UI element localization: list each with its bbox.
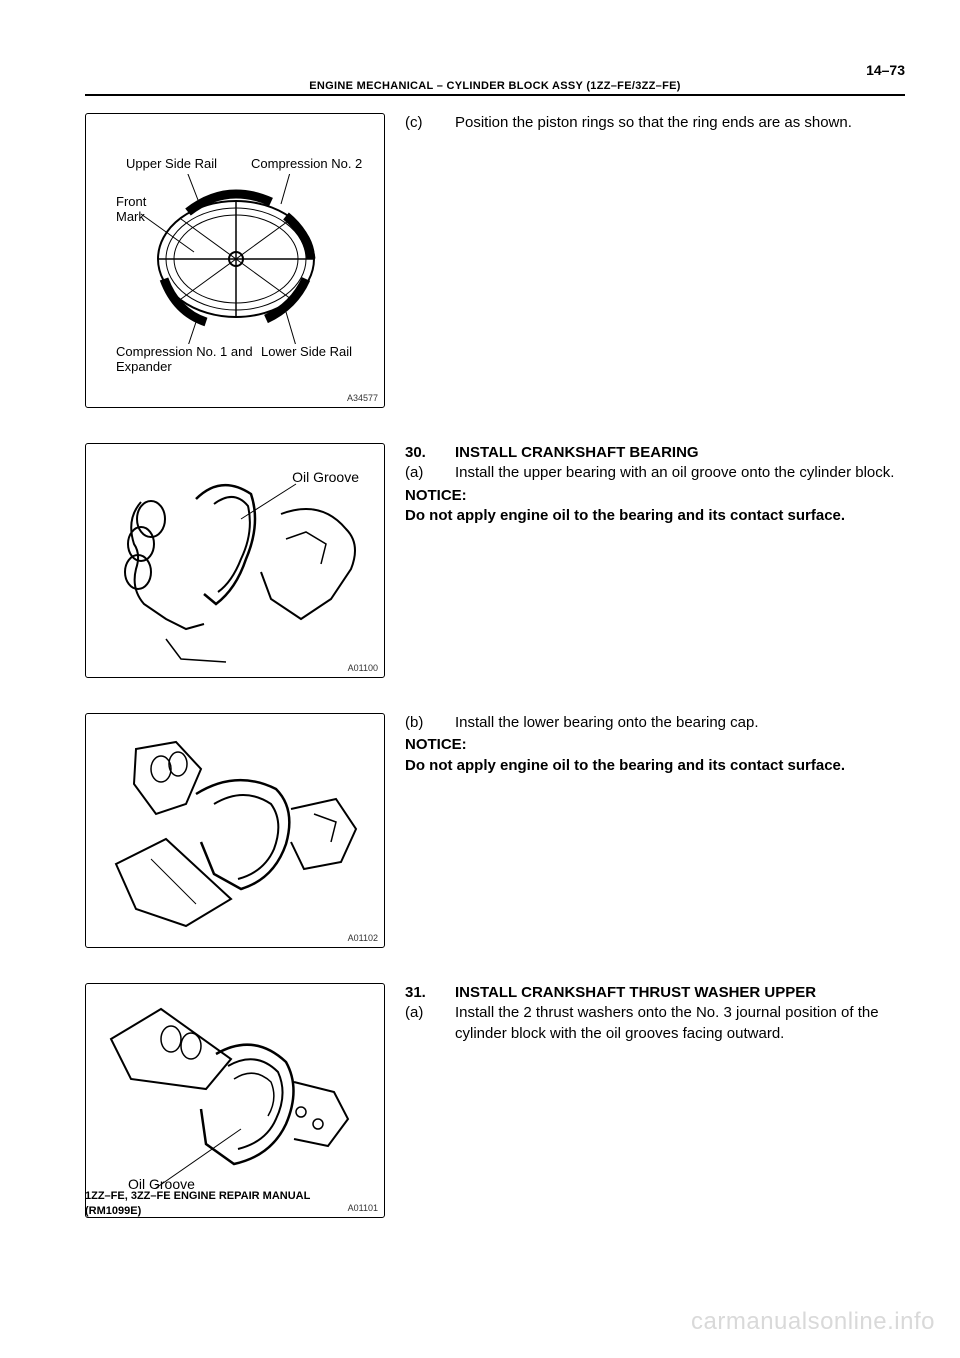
step-31-text: 31. INSTALL CRANKSHAFT THRUST WASHER UPP… <box>405 983 905 1044</box>
step-c-text: (c) Position the piston rings so that th… <box>405 113 905 133</box>
notice-body: Do not apply engine oil to the bearing a… <box>405 506 905 526</box>
step-body: Install the upper bearing with an oil gr… <box>455 463 905 483</box>
step-title: INSTALL CRANKSHAFT BEARING <box>455 443 699 463</box>
step-body: Position the piston rings so that the ri… <box>455 113 905 133</box>
step-letter: (b) <box>405 713 435 733</box>
page-content: Upper Side Rail Compression No. 2 Front … <box>85 113 905 1253</box>
label-lower-side-rail: Lower Side Rail <box>261 344 352 359</box>
footer-line2: (RM1099E) <box>85 1204 310 1218</box>
figure-thrust-washer: Oil Groove A01101 <box>85 983 385 1218</box>
page-footer: 1ZZ–FE, 3ZZ–FE ENGINE REPAIR MANUAL (RM1… <box>85 1189 310 1218</box>
step-title: INSTALL CRANKSHAFT THRUST WASHER UPPER <box>455 983 816 1003</box>
label-oil-groove: Oil Groove <box>292 469 359 485</box>
notice-body: Do not apply engine oil to the bearing a… <box>405 756 905 776</box>
notice-title: NOTICE: <box>405 486 905 506</box>
section-path: ENGINE MECHANICAL – CYLINDER BLOCK ASSY … <box>85 80 905 92</box>
lower-bearing-install-icon <box>86 714 386 949</box>
step-letter: (a) <box>405 463 435 483</box>
figure-id: A01101 <box>348 1203 378 1213</box>
figure-id: A34577 <box>347 393 378 403</box>
label-compression-no2: Compression No. 2 <box>251 156 362 171</box>
watermark: carmanualsonline.info <box>691 1308 935 1336</box>
step-letter: (c) <box>405 113 435 133</box>
notice-title: NOTICE: <box>405 735 905 755</box>
step-number: 30. <box>405 443 435 463</box>
footer-line1: 1ZZ–FE, 3ZZ–FE ENGINE REPAIR MANUAL <box>85 1189 310 1203</box>
step-30b-text: (b) Install the lower bearing onto the b… <box>405 713 905 776</box>
figure-id: A01102 <box>348 933 378 943</box>
label-compression-no1: Compression No. 1 and Expander <box>116 344 256 374</box>
step-body: Install the lower bearing onto the beari… <box>455 713 905 733</box>
section-step-30: Oil Groove A01100 30. INSTALL CRANKSHAFT… <box>85 443 905 678</box>
section-step-31: Oil Groove A01101 31. INSTALL CRANKSHAFT… <box>85 983 905 1218</box>
header-divider <box>85 94 905 96</box>
figure-piston-rings: Upper Side Rail Compression No. 2 Front … <box>85 113 385 408</box>
figure-upper-bearing: Oil Groove A01100 <box>85 443 385 678</box>
step-letter: (a) <box>405 1003 435 1044</box>
step-body: Install the 2 thrust washers onto the No… <box>455 1003 905 1044</box>
header-line: ENGINE MECHANICAL – CYLINDER BLOCK ASSY … <box>85 80 905 96</box>
step-30-text: 30. INSTALL CRANKSHAFT BEARING (a) Insta… <box>405 443 905 526</box>
section-step-30b: A01102 (b) Install the lower bearing ont… <box>85 713 905 948</box>
step-number: 31. <box>405 983 435 1003</box>
page-number: 14–73 <box>866 62 905 78</box>
figure-id: A01100 <box>348 663 378 673</box>
piston-ring-diagram-icon <box>136 174 336 344</box>
figure-lower-bearing: A01102 <box>85 713 385 948</box>
section-step-c: Upper Side Rail Compression No. 2 Front … <box>85 113 905 408</box>
label-upper-side-rail: Upper Side Rail <box>126 156 217 171</box>
